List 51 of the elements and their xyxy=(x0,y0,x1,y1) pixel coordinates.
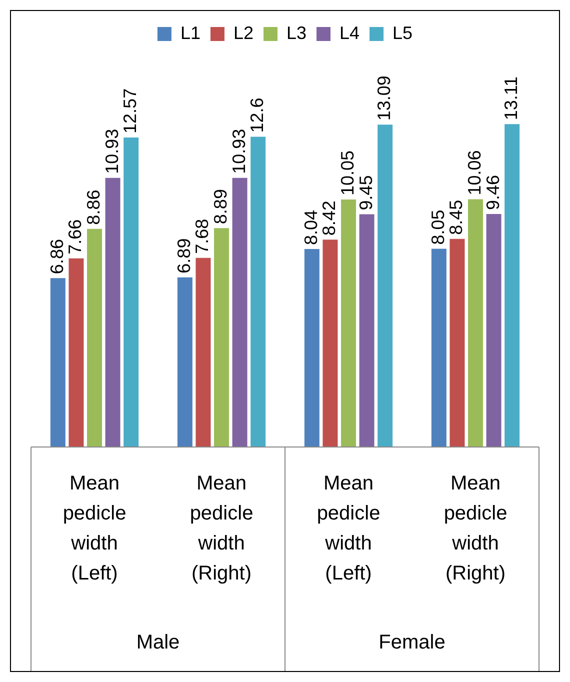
data-label: 8.45 xyxy=(446,200,466,235)
data-label: 10.93 xyxy=(228,128,249,174)
data-label: 6.86 xyxy=(46,239,67,274)
x-tick-label: Mean pedicle width (Left) xyxy=(316,472,380,585)
bar xyxy=(214,228,229,447)
bar xyxy=(50,278,66,447)
data-label: 13.09 xyxy=(374,76,394,121)
data-label: 10.05 xyxy=(337,150,358,196)
data-label: 7.66 xyxy=(65,219,86,254)
bar xyxy=(431,248,446,447)
bar xyxy=(124,137,139,447)
bar xyxy=(232,178,248,447)
bar xyxy=(196,258,211,447)
bar xyxy=(504,124,520,447)
data-label: 10.93 xyxy=(102,128,122,174)
data-label: 12.6 xyxy=(247,98,268,133)
data-label: 8.04 xyxy=(300,210,321,246)
data-label: 6.89 xyxy=(174,238,194,274)
bar xyxy=(341,200,356,447)
data-label: 8.86 xyxy=(83,190,104,225)
bar xyxy=(250,136,266,447)
data-label: 10.06 xyxy=(464,150,484,196)
legend-label: L5 xyxy=(392,22,413,43)
data-label: 8.89 xyxy=(210,189,230,224)
x-tick-label: Mean pedicle width (Right) xyxy=(190,472,254,585)
bar xyxy=(68,258,84,447)
legend-label: L2 xyxy=(233,22,254,43)
x-tick-label: Mean pedicle width (Left) xyxy=(62,472,126,585)
text: Male xyxy=(136,632,180,654)
bar xyxy=(105,178,120,447)
bar xyxy=(486,214,502,447)
text: Female xyxy=(378,632,446,654)
bar xyxy=(87,228,102,447)
bar xyxy=(450,238,465,447)
legend-label: L4 xyxy=(340,22,360,43)
x-tick-label: Mean pedicle width (Right) xyxy=(444,472,508,585)
bar xyxy=(468,199,483,447)
legend-label: L3 xyxy=(286,22,307,43)
bar xyxy=(322,240,338,447)
bar xyxy=(378,124,393,447)
bar xyxy=(304,249,320,447)
data-label: 8.42 xyxy=(319,200,340,236)
data-label: 13.11 xyxy=(501,76,522,120)
data-label: 12.57 xyxy=(120,88,140,134)
bar xyxy=(177,277,192,447)
legend-label: L1 xyxy=(180,22,200,43)
data-label: 7.68 xyxy=(192,218,212,254)
data-label: 9.45 xyxy=(356,175,376,210)
data-label: 8.05 xyxy=(428,210,448,245)
data-label: 9.46 xyxy=(482,175,503,210)
bar xyxy=(359,214,374,447)
